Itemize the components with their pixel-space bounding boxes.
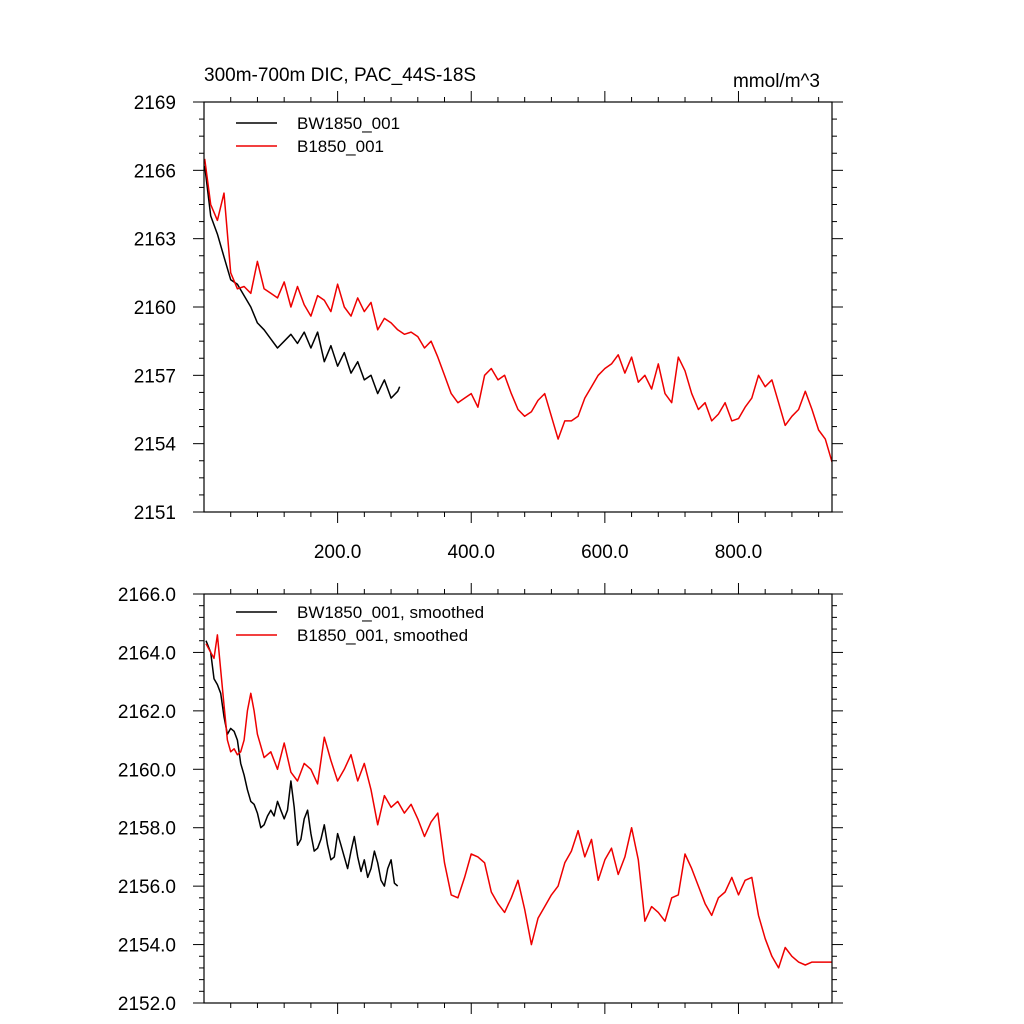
chart-title: 300m-700m DIC, PAC_44S-18S	[204, 65, 476, 86]
units-label: mmol/m^3	[733, 71, 820, 92]
series-line-bw1850	[204, 165, 401, 399]
y-tick-label: 2169	[134, 93, 176, 114]
y-tick-label: 2158.0	[118, 819, 176, 840]
legend-label: BW1850_001, smoothed	[297, 603, 484, 622]
y-tick-label: 2160	[134, 298, 176, 319]
y-tick-label: 2160.0	[118, 760, 176, 781]
y-tick-label: 2152.0	[118, 994, 176, 1015]
x-tick-label: 400.0	[447, 542, 495, 563]
y-tick-label: 2154.0	[118, 936, 176, 957]
series-line-b1850	[205, 634, 832, 969]
series-line-b1850	[204, 158, 832, 463]
top-panel: 2151 2154 2157 2160 2163 2166 2169 200.0 400.0 60…	[134, 65, 843, 563]
series-line-bw1850	[205, 640, 399, 887]
y-tick-label: 2166	[134, 161, 176, 182]
plot-frame	[203, 101, 833, 513]
y-tick-label: 2166.0	[118, 585, 176, 606]
y-tick-label: 2154	[134, 435, 177, 456]
y-tick-label: 2151	[134, 503, 176, 524]
legend-label: BW1850_001	[297, 114, 400, 133]
y-tick-label: 2163	[134, 230, 176, 251]
bottom-panel: 2152.0 2154.0 2156.0 2158.0 2160.0 2162.0 2164…	[118, 583, 843, 1015]
legend-label: B1850_001	[297, 137, 384, 156]
x-tick-label: 600.0	[581, 542, 629, 563]
y-tick-label: 2162.0	[118, 702, 176, 723]
y-tick-label: 2157	[134, 366, 176, 387]
legend-label: B1850_001, smoothed	[297, 626, 468, 645]
x-tick-label: 800.0	[715, 542, 763, 563]
x-tick-label: 200.0	[314, 542, 362, 563]
plot-frame	[203, 593, 833, 1004]
y-tick-label: 2164.0	[118, 643, 176, 664]
y-tick-label: 2156.0	[118, 877, 176, 898]
